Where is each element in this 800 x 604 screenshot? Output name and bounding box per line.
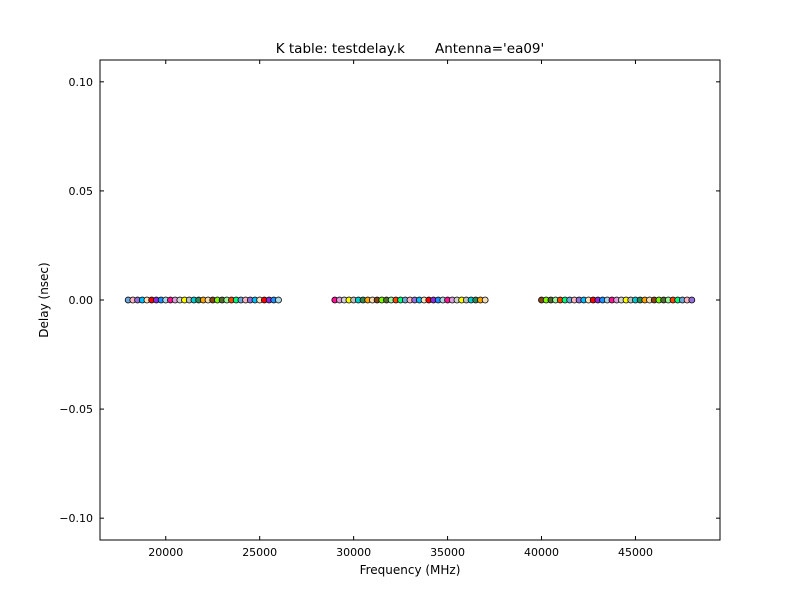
chart-title: K table: testdelay.k Antenna='ea09': [276, 41, 544, 57]
data-point: [481, 296, 489, 304]
y-tick-label: −0.10: [59, 512, 93, 525]
y-tick-label: 0.05: [69, 185, 94, 198]
x-tick-label: 25000: [242, 546, 277, 559]
data-point: [688, 296, 696, 304]
y-axis-label: Delay (nsec): [37, 262, 51, 337]
x-tick-label: 20000: [148, 546, 183, 559]
y-tick-label: 0.10: [69, 76, 94, 89]
x-tick-label: 40000: [524, 546, 559, 559]
x-tick-label: 45000: [618, 546, 653, 559]
data-point: [275, 296, 282, 304]
y-tick-label: −0.05: [59, 403, 93, 416]
x-tick-label: 30000: [336, 546, 371, 559]
y-tick-label: 0.00: [69, 294, 94, 307]
plot-frame: [99, 59, 721, 541]
data-points: [124, 296, 696, 304]
x-tick-label: 35000: [430, 546, 465, 559]
x-axis-label: Frequency (MHz): [360, 563, 461, 577]
axis-ticks: 20000 25000 30000 35000 40000 45000 0.10 0.05 0.…: [59, 60, 720, 559]
